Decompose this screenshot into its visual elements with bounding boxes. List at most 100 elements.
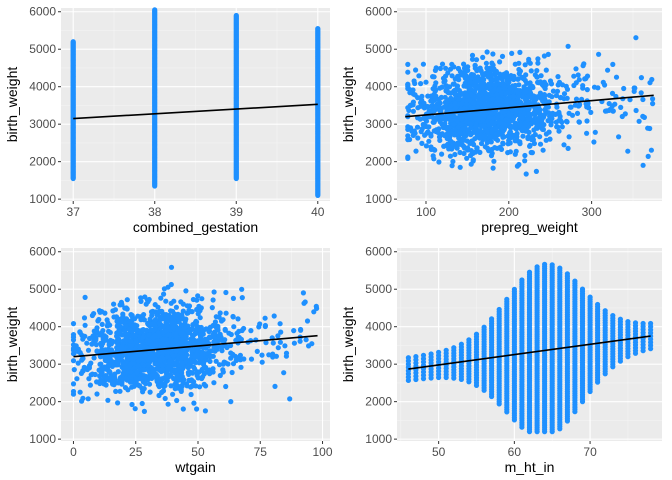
- data-point: [418, 81, 424, 87]
- data-point: [70, 358, 77, 364]
- data-point: [509, 50, 515, 57]
- data-point: [495, 131, 501, 138]
- data-point: [190, 296, 196, 303]
- data-point: [563, 118, 570, 124]
- data-point: [77, 329, 83, 335]
- y-axis-title: birth_weight: [340, 67, 356, 143]
- data-point: [632, 85, 638, 91]
- data-point: [173, 379, 179, 385]
- data-point: [459, 106, 465, 112]
- data-point: [183, 288, 189, 294]
- data-point: [557, 113, 563, 120]
- data-point: [563, 83, 569, 89]
- data-point: [477, 115, 483, 121]
- data-point: [486, 82, 492, 88]
- x-tick-label: 37: [67, 205, 81, 219]
- data-point: [107, 374, 113, 380]
- data-point: [449, 163, 455, 169]
- data-point: [178, 368, 184, 375]
- data-point: [557, 265, 563, 271]
- data-point: [414, 124, 421, 130]
- data-point: [490, 62, 496, 68]
- data-point: [115, 341, 121, 347]
- data-point: [416, 73, 422, 79]
- data-point: [169, 339, 175, 345]
- data-point: [465, 145, 471, 151]
- data-point: [119, 378, 125, 385]
- data-point: [480, 81, 487, 87]
- data-point: [580, 63, 586, 69]
- data-point: [447, 66, 454, 72]
- data-point: [505, 141, 511, 147]
- data-point: [467, 79, 473, 85]
- data-point: [520, 94, 526, 100]
- data-point: [241, 356, 247, 362]
- data-point: [516, 93, 522, 99]
- data-point: [645, 125, 651, 131]
- data-point: [179, 316, 186, 322]
- data-point: [625, 148, 631, 154]
- data-point: [549, 94, 555, 100]
- data-point: [477, 100, 483, 106]
- x-tick-label: 100: [416, 205, 436, 219]
- data-point: [531, 140, 538, 147]
- data-point: [257, 321, 263, 327]
- data-point: [141, 386, 147, 392]
- y-tick-label: 5000: [365, 42, 392, 56]
- data-point: [213, 314, 219, 320]
- data-point: [141, 317, 147, 323]
- data-point: [490, 51, 496, 57]
- panel-2: 100 200 300100020003000400050006000prepreg…: [340, 5, 662, 235]
- data-point: [201, 364, 208, 370]
- data-point: [526, 269, 533, 275]
- y-tick-label: 6000: [365, 5, 392, 19]
- data-point: [536, 108, 542, 114]
- data-point: [163, 298, 169, 304]
- data-point: [566, 134, 572, 140]
- data-point: [445, 70, 451, 76]
- data-point: [464, 98, 470, 104]
- data-point: [82, 294, 88, 300]
- data-point: [561, 91, 568, 97]
- data-point: [436, 159, 442, 165]
- data-point: [564, 271, 571, 277]
- data-point: [514, 134, 520, 140]
- data-point: [554, 104, 560, 110]
- data-point: [405, 81, 411, 87]
- data-point: [178, 299, 184, 305]
- data-point: [420, 61, 426, 67]
- data-point: [484, 65, 490, 71]
- data-point: [437, 119, 443, 125]
- data-point: [529, 137, 535, 143]
- data-point: [107, 329, 113, 336]
- x-tick-label: 38: [148, 205, 162, 219]
- data-point: [440, 116, 447, 122]
- data-point: [584, 87, 590, 93]
- data-point: [172, 386, 178, 392]
- data-point: [248, 328, 254, 334]
- data-point: [298, 327, 304, 333]
- data-point: [591, 139, 597, 145]
- data-point: [533, 121, 540, 127]
- data-point: [487, 134, 493, 140]
- data-point: [85, 396, 91, 402]
- data-point: [636, 118, 642, 124]
- points: [405, 35, 656, 177]
- data-point: [174, 397, 180, 404]
- data-point: [489, 102, 495, 108]
- data-point: [543, 131, 550, 137]
- data-point: [481, 324, 487, 330]
- data-point: [459, 101, 465, 107]
- data-point: [217, 310, 223, 316]
- data-point: [178, 322, 184, 328]
- data-point: [473, 331, 480, 337]
- data-point: [471, 79, 477, 86]
- data-point: [70, 347, 77, 353]
- data-point: [84, 340, 90, 346]
- data-point: [236, 328, 242, 334]
- data-point: [530, 84, 536, 91]
- data-point: [210, 297, 216, 303]
- data-point: [516, 60, 522, 66]
- data-point: [506, 133, 512, 139]
- data-point: [522, 152, 528, 159]
